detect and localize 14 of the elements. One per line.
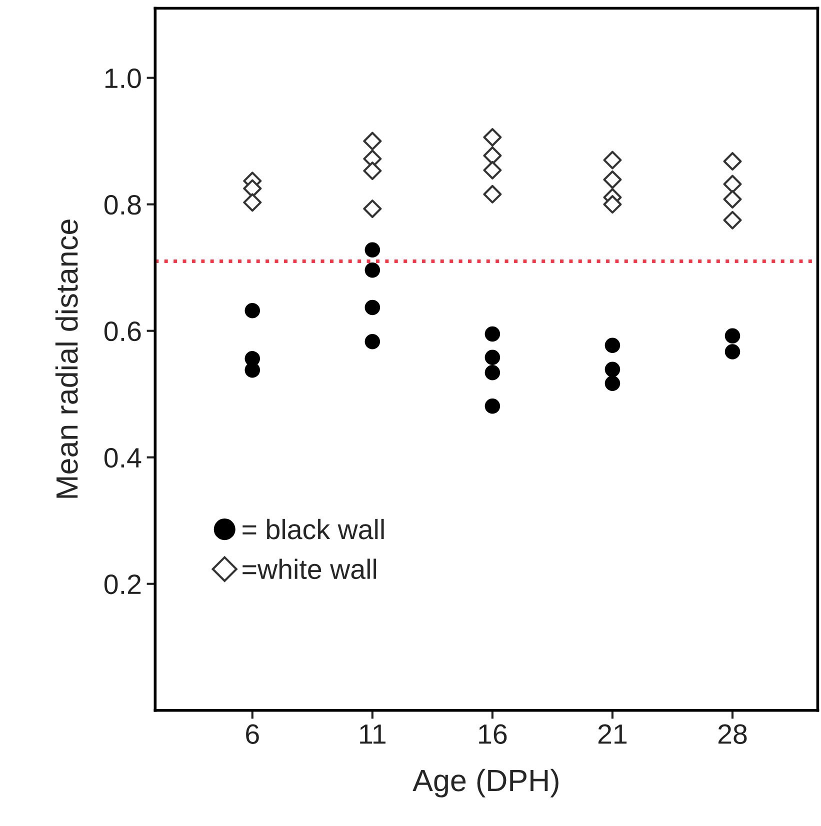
x-tick-label: 11 (360, 724, 386, 744)
y-axis-title: Mean radial distance (55, 220, 78, 498)
y-tick-label: 1.0 (105, 68, 141, 88)
x-tick-label: 6 (246, 724, 259, 744)
y-tick-label: 0.6 (104, 322, 141, 342)
x-tick-label: 28 (718, 724, 747, 744)
x-tick-label: 16 (479, 724, 507, 744)
y-tick-label: 0.4 (104, 448, 142, 468)
legend-label: =white wall (242, 558, 376, 580)
x-axis-title: Age (DPH) (412, 768, 558, 798)
legend-label: = black wall (242, 518, 384, 540)
y-tick-label: 0.2 (104, 574, 141, 594)
x-tick-label: 21 (598, 724, 627, 744)
y-tick-label: 0.8 (104, 195, 141, 215)
